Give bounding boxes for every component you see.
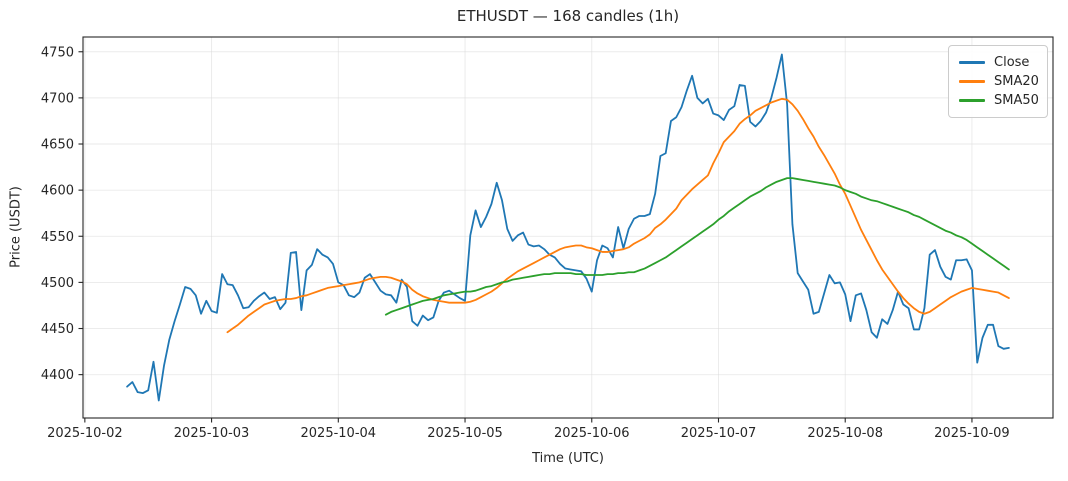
legend-item-sma50: SMA50: [959, 91, 1039, 110]
y-tick-label: 4450: [41, 322, 74, 337]
legend-item-sma20: SMA20: [959, 72, 1039, 91]
y-tick-label: 4750: [41, 45, 74, 60]
x-tick-label: 2025-10-03: [174, 426, 250, 441]
x-tick-label: 2025-10-09: [934, 426, 1010, 441]
legend-label-sma50: SMA50: [994, 93, 1039, 108]
sma50-line-swatch: [959, 99, 985, 102]
close-line: [126, 53, 1010, 402]
y-tick-label: 4400: [41, 368, 74, 383]
x-tick-label: 2025-10-08: [807, 426, 883, 441]
legend-label-sma20: SMA20: [994, 74, 1039, 89]
sma20-line-swatch: [959, 80, 985, 83]
legend-item-close: Close: [959, 53, 1037, 72]
x-tick-label: 2025-10-07: [681, 426, 757, 441]
x-tick-label: 2025-10-05: [427, 426, 503, 441]
x-axis-label: Time (UTC): [532, 451, 604, 466]
sma20-line: [226, 97, 1010, 334]
chart-title: ETHUSDT — 168 candles (1h): [456, 7, 680, 25]
x-tick-label: 2025-10-02: [47, 426, 123, 441]
y-tick-label: 4600: [41, 184, 74, 199]
axes-spines: [82, 36, 1054, 419]
y-tick-label: 4550: [41, 230, 74, 245]
x-tick-label: 2025-10-06: [554, 426, 630, 441]
y-tick-label: 4500: [41, 276, 74, 291]
y-axis-label: Price (USDT): [8, 186, 24, 268]
y-tick-label: 4650: [41, 138, 74, 153]
y-tick-label: 4700: [41, 91, 74, 106]
legend: Close SMA20 SMA50: [948, 45, 1048, 118]
legend-label-close: Close: [994, 55, 1030, 70]
close-line-swatch: [959, 61, 985, 64]
x-tick-label: 2025-10-04: [301, 426, 377, 441]
sma50-line: [384, 177, 1010, 316]
